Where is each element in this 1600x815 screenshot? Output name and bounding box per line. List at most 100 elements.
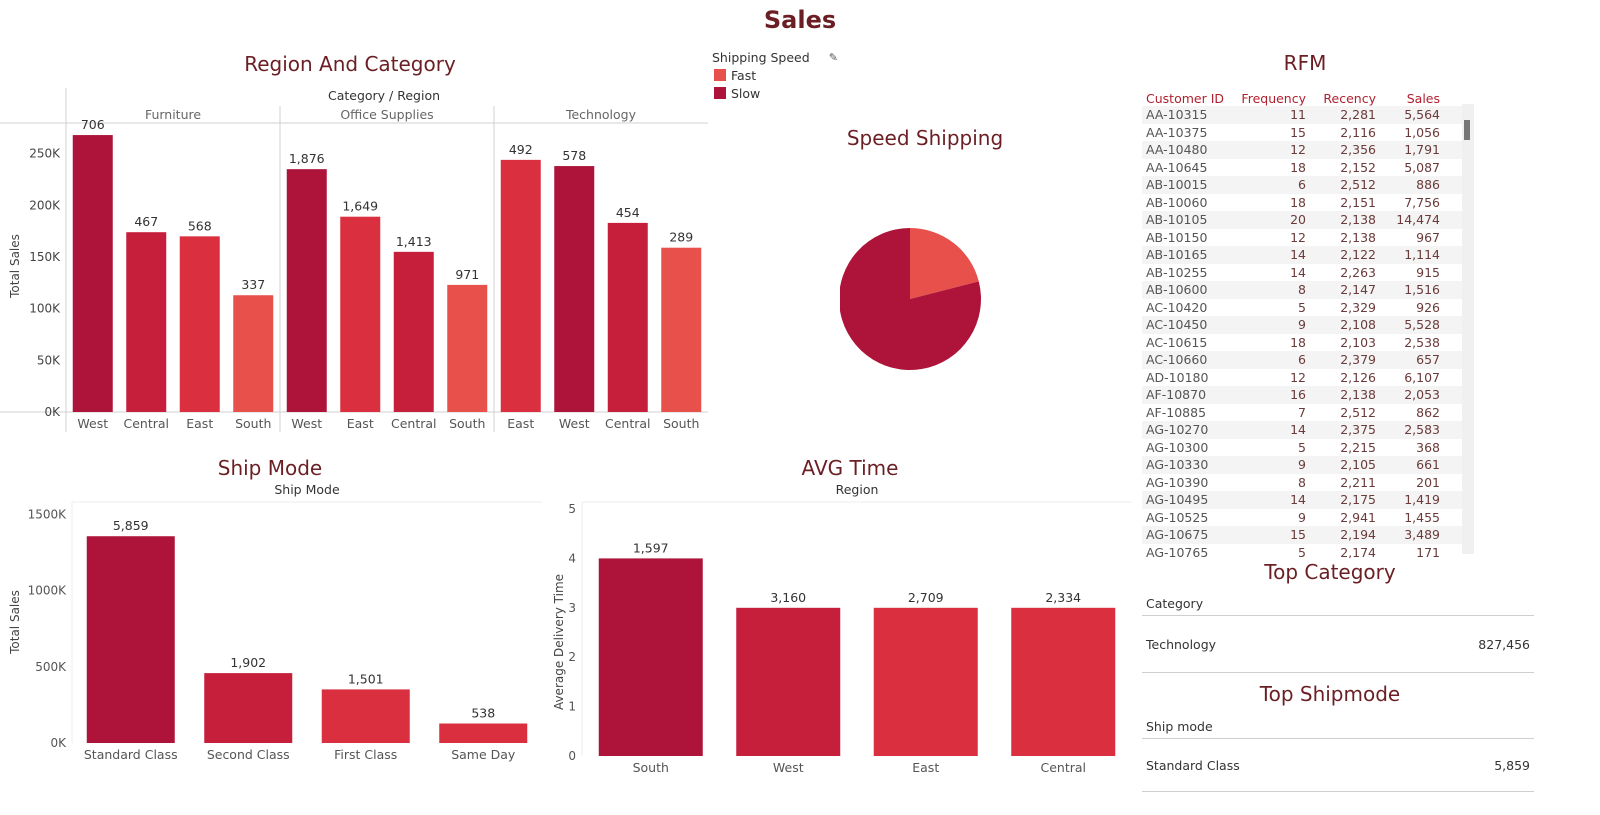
- table-row[interactable]: AG-10525 9 2,941 1,455: [1142, 509, 1472, 527]
- table-row[interactable]: AB-10015 6 2,512 886: [1142, 176, 1472, 194]
- recency-cell: 2,174: [1340, 544, 1376, 558]
- legend-item-fast[interactable]: Fast: [714, 66, 852, 84]
- total-sales-cell: 886: [1416, 177, 1440, 193]
- x-tick-label: East: [912, 760, 939, 775]
- table-row[interactable]: AA-10375 15 2,116 1,056: [1142, 124, 1472, 142]
- bar-office-supplies-south[interactable]: [447, 284, 488, 412]
- table-row[interactable]: AA-10645 18 2,152 5,087: [1142, 159, 1472, 177]
- col-recency[interactable]: Recency: [1323, 91, 1376, 106]
- bar-second-class[interactable]: [204, 673, 293, 743]
- bar-office-supplies-central[interactable]: [393, 251, 434, 412]
- bar-office-supplies-west[interactable]: [286, 169, 327, 412]
- x-tick-label: Same Day: [451, 747, 516, 762]
- avg-time-chart[interactable]: Region 0 1 2 3 4 5 Average Delivery Time 1,597 So…: [548, 482, 1138, 802]
- ship-mode-chart[interactable]: Ship Mode 0K 500K 1000K 1500K Total Sales 5,85…: [0, 482, 550, 792]
- shipping-speed-legend[interactable]: Shipping Speed ✎ Fast Slow: [712, 48, 852, 102]
- data-label: 568: [188, 218, 212, 233]
- customer-id-cell: AG-10765: [1146, 544, 1209, 558]
- data-label: 706: [81, 117, 105, 132]
- table-row[interactable]: AC-10450 9 2,108 5,528: [1142, 316, 1472, 334]
- recency-cell: 2,147: [1340, 282, 1376, 298]
- total-sales-cell: 915: [1416, 264, 1440, 280]
- bar-furniture-west[interactable]: [72, 135, 113, 413]
- customer-id-cell: AB-10255: [1146, 264, 1208, 280]
- table-row[interactable]: AC-10615 18 2,103 2,538: [1142, 334, 1472, 352]
- table-row[interactable]: AA-10480 12 2,356 1,791: [1142, 141, 1472, 159]
- data-label: 1,597: [633, 540, 669, 555]
- frequency-cell: 14: [1290, 492, 1306, 508]
- table-row[interactable]: AG-10390 8 2,211 201: [1142, 474, 1472, 492]
- rfm-table[interactable]: Customer ID Frequency Recency Total Sale…: [1142, 88, 1472, 558]
- bar-technology-south[interactable]: [661, 247, 702, 412]
- bar-same-day[interactable]: [439, 723, 528, 743]
- total-sales-cell: 5,564: [1404, 107, 1440, 123]
- table-row[interactable]: AG-10330 9 2,105 661: [1142, 456, 1472, 474]
- table-row[interactable]: AB-10105 20 2,138 14,474: [1142, 211, 1472, 229]
- table-row[interactable]: AC-10660 6 2,379 657: [1142, 351, 1472, 369]
- bar-furniture-south[interactable]: [233, 295, 274, 412]
- table-row[interactable]: AD-10180 12 2,126 6,107: [1142, 369, 1472, 387]
- table-row[interactable]: AB-10600 8 2,147 1,516: [1142, 281, 1472, 299]
- top-shipmode-value: 5,859: [1494, 757, 1530, 773]
- table-row[interactable]: AF-10870 16 2,138 2,053: [1142, 386, 1472, 404]
- rfm-scrollbar[interactable]: [1462, 104, 1474, 554]
- pie-slice-fast[interactable]: [910, 228, 979, 299]
- col-total-sales[interactable]: Total Sales: [1406, 88, 1440, 106]
- customer-id-cell: AG-10390: [1146, 474, 1209, 490]
- col-frequency[interactable]: Frequency: [1241, 91, 1306, 106]
- bar-technology-central[interactable]: [607, 222, 648, 412]
- bar-furniture-east[interactable]: [179, 236, 220, 412]
- top-category-table: Category Technology 827,456: [1142, 593, 1534, 673]
- legend-item-slow[interactable]: Slow: [714, 84, 852, 102]
- data-label: 578: [562, 148, 586, 163]
- recency-cell: 2,194: [1340, 527, 1376, 543]
- bar-first-class[interactable]: [321, 689, 410, 743]
- top-category-row[interactable]: Technology 827,456: [1142, 616, 1534, 673]
- bar-south[interactable]: [598, 558, 703, 756]
- header-label: Category / Region: [328, 88, 440, 103]
- col-customer-id[interactable]: Customer ID: [1146, 91, 1225, 106]
- pie-slice-slow[interactable]: [840, 228, 981, 370]
- table-row[interactable]: AB-10255 14 2,263 915: [1142, 264, 1472, 282]
- y-tick-label: 100K: [29, 302, 61, 316]
- customer-id-cell: AC-10450: [1146, 317, 1208, 333]
- region-category-chart[interactable]: Category / Region 0K 50K 100K 150K 200K 250K To…: [0, 86, 715, 446]
- table-row[interactable]: AB-10165 14 2,122 1,114: [1142, 246, 1472, 264]
- bar-technology-west[interactable]: [554, 166, 595, 412]
- bar-central[interactable]: [1011, 607, 1116, 756]
- bar-standard-class[interactable]: [86, 536, 175, 743]
- table-row[interactable]: AG-10270 14 2,375 2,583: [1142, 421, 1472, 439]
- bar-office-supplies-east[interactable]: [340, 216, 381, 412]
- data-label: 3,160: [770, 590, 806, 605]
- bar-furniture-central[interactable]: [126, 232, 167, 412]
- y-tick-label: 50K: [37, 353, 61, 367]
- bar-technology-east[interactable]: [500, 159, 541, 412]
- total-sales-cell: 1,114: [1404, 247, 1440, 263]
- table-row[interactable]: AB-10060 18 2,151 7,756: [1142, 194, 1472, 212]
- table-row[interactable]: AG-10495 14 2,175 1,419: [1142, 491, 1472, 509]
- table-row[interactable]: AF-10885 7 2,512 862: [1142, 404, 1472, 422]
- x-tick-label: Central: [391, 416, 437, 431]
- y-tick-label: 1000K: [28, 584, 68, 598]
- table-row[interactable]: AC-10420 5 2,329 926: [1142, 299, 1472, 317]
- table-row[interactable]: AG-10675 15 2,194 3,489: [1142, 526, 1472, 544]
- data-label: 5,859: [113, 518, 149, 533]
- frequency-cell: 15: [1290, 527, 1306, 543]
- edit-pencil-icon[interactable]: ✎: [828, 50, 838, 64]
- recency-cell: 2,263: [1340, 264, 1376, 280]
- y-tick-label: 200K: [29, 198, 61, 212]
- table-row[interactable]: AA-10315 11 2,281 5,564: [1142, 106, 1472, 124]
- speed-shipping-pie[interactable]: [840, 225, 1000, 385]
- legend-title: Shipping Speed: [712, 49, 810, 65]
- table-row[interactable]: AG-10300 5 2,215 368: [1142, 439, 1472, 457]
- table-row[interactable]: AG-10765 5 2,174 171: [1142, 544, 1472, 558]
- recency-cell: 2,138: [1340, 212, 1376, 228]
- data-label: 289: [669, 230, 693, 245]
- bar-east[interactable]: [873, 607, 978, 756]
- table-row[interactable]: AB-10150 12 2,138 967: [1142, 229, 1472, 247]
- bar-west[interactable]: [736, 607, 841, 756]
- category-header: Technology: [565, 107, 637, 122]
- rfm-scroll-thumb[interactable]: [1464, 120, 1470, 140]
- top-shipmode-row[interactable]: Standard Class 5,859: [1142, 739, 1534, 792]
- y-tick-label: 500K: [35, 660, 67, 674]
